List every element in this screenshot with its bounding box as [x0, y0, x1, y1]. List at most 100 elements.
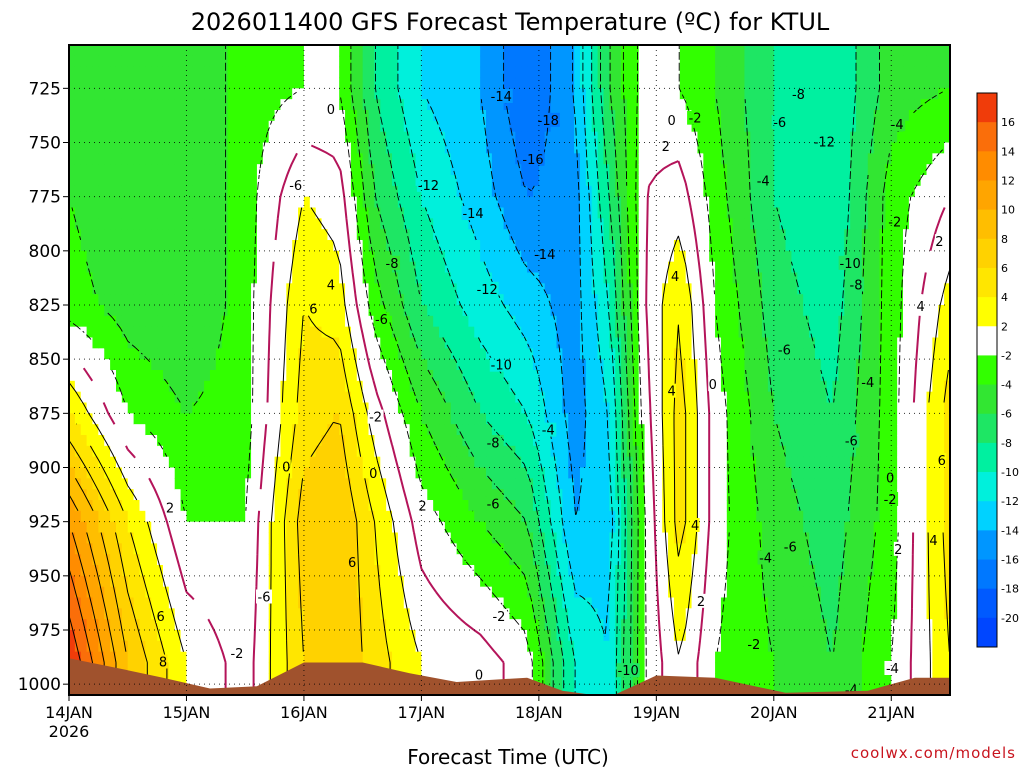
heatmap-cell [503, 510, 511, 523]
heatmap-cell [491, 532, 499, 544]
heatmap-cell [92, 348, 99, 360]
heatmap-cell [356, 77, 364, 89]
heatmap-cell [198, 500, 205, 512]
heatmap-cell [327, 435, 334, 447]
heatmap-cell [521, 272, 528, 284]
heatmap-cell [215, 445, 223, 458]
heatmap-cell [474, 240, 481, 252]
heatmap-cell [303, 543, 311, 555]
heatmap-cell [280, 565, 287, 577]
heatmap-cell [380, 305, 387, 317]
heatmap-cell [421, 229, 428, 241]
heatmap-cell [251, 283, 258, 295]
heatmap-cell [233, 575, 240, 588]
heatmap-cell [356, 359, 364, 371]
heatmap-cell [380, 359, 387, 371]
heatmap-cell [74, 532, 82, 544]
heatmap-cell [515, 229, 522, 241]
heatmap-cell [468, 413, 475, 425]
heatmap-cell [556, 131, 563, 144]
heatmap-cell [104, 77, 111, 89]
heatmap-cell [474, 521, 481, 534]
heatmap-cell [544, 586, 552, 599]
heatmap-cell [256, 153, 264, 165]
heatmap-cell [274, 489, 282, 501]
heatmap-cell [538, 543, 546, 555]
heatmap-cell [427, 478, 434, 490]
heatmap-cell [204, 66, 211, 79]
heatmap-cell [168, 554, 176, 566]
heatmap-cell [268, 207, 276, 219]
heatmap-cell [515, 153, 522, 165]
heatmap-cell [98, 402, 105, 414]
heatmap-cell [215, 456, 223, 469]
heatmap-cell [280, 380, 287, 393]
heatmap-cell [538, 565, 546, 577]
heatmap-cell [115, 380, 123, 393]
heatmap-cell [480, 185, 487, 198]
heatmap-cell [480, 88, 487, 100]
heatmap-cell [515, 110, 522, 122]
heatmap-cell [151, 153, 158, 165]
heatmap-cell [186, 175, 193, 187]
heatmap-cell [486, 380, 493, 393]
heatmap-cell [462, 500, 469, 512]
heatmap-cell [350, 380, 358, 393]
heatmap-cell [491, 272, 499, 284]
heatmap-cell [444, 380, 452, 393]
heatmap-cell [127, 435, 135, 447]
heatmap-cell [386, 565, 393, 577]
heatmap-cell [192, 500, 199, 512]
heatmap-cell [309, 164, 317, 176]
heatmap-cell [115, 240, 123, 252]
heatmap-cell [92, 272, 99, 284]
heatmap-cell [298, 510, 305, 523]
heatmap-cell [503, 586, 511, 599]
heatmap-cell [480, 478, 487, 490]
heatmap-cell [550, 283, 558, 295]
heatmap-cell [497, 77, 505, 89]
heatmap-cell [256, 575, 264, 588]
heatmap-cell [139, 185, 146, 198]
heatmap-cell [239, 45, 246, 57]
heatmap-cell [415, 261, 422, 274]
heatmap-cell [339, 521, 346, 534]
heatmap-cell [550, 651, 558, 664]
heatmap-cell [415, 66, 422, 79]
heatmap-cell [474, 554, 481, 566]
heatmap-cell [174, 478, 182, 490]
heatmap-cell [303, 586, 311, 599]
heatmap-cell [180, 142, 188, 154]
heatmap-cell [92, 207, 99, 219]
heatmap-cell [521, 424, 528, 436]
heatmap-cell [368, 435, 376, 447]
heatmap-cell [503, 445, 511, 458]
heatmap-cell [227, 66, 235, 79]
heatmap-cell [315, 131, 323, 144]
heatmap-cell [380, 120, 387, 133]
heatmap-cell [321, 283, 329, 295]
heatmap-cell [474, 445, 481, 458]
heatmap-cell [386, 55, 393, 68]
heatmap-cell [538, 413, 546, 425]
heatmap-cell [139, 575, 146, 588]
heatmap-cell [356, 305, 364, 317]
heatmap-cell [403, 662, 411, 674]
heatmap-cell [192, 445, 199, 458]
heatmap-cell [174, 66, 182, 79]
heatmap-cell [104, 413, 111, 425]
heatmap-cell [303, 413, 311, 425]
heatmap-cell [186, 110, 193, 122]
heatmap-cell [362, 391, 370, 404]
heatmap-cell [456, 478, 464, 490]
heatmap-cell [456, 99, 464, 111]
heatmap-cell [121, 99, 129, 111]
heatmap-cell [321, 586, 329, 599]
heatmap-cell [486, 315, 493, 328]
heatmap-cell [303, 261, 311, 274]
heatmap-cell [174, 305, 182, 317]
heatmap-cell [527, 380, 534, 393]
heatmap-cell [221, 131, 229, 144]
heatmap-cell [350, 261, 358, 274]
heatmap-cell [532, 662, 540, 674]
